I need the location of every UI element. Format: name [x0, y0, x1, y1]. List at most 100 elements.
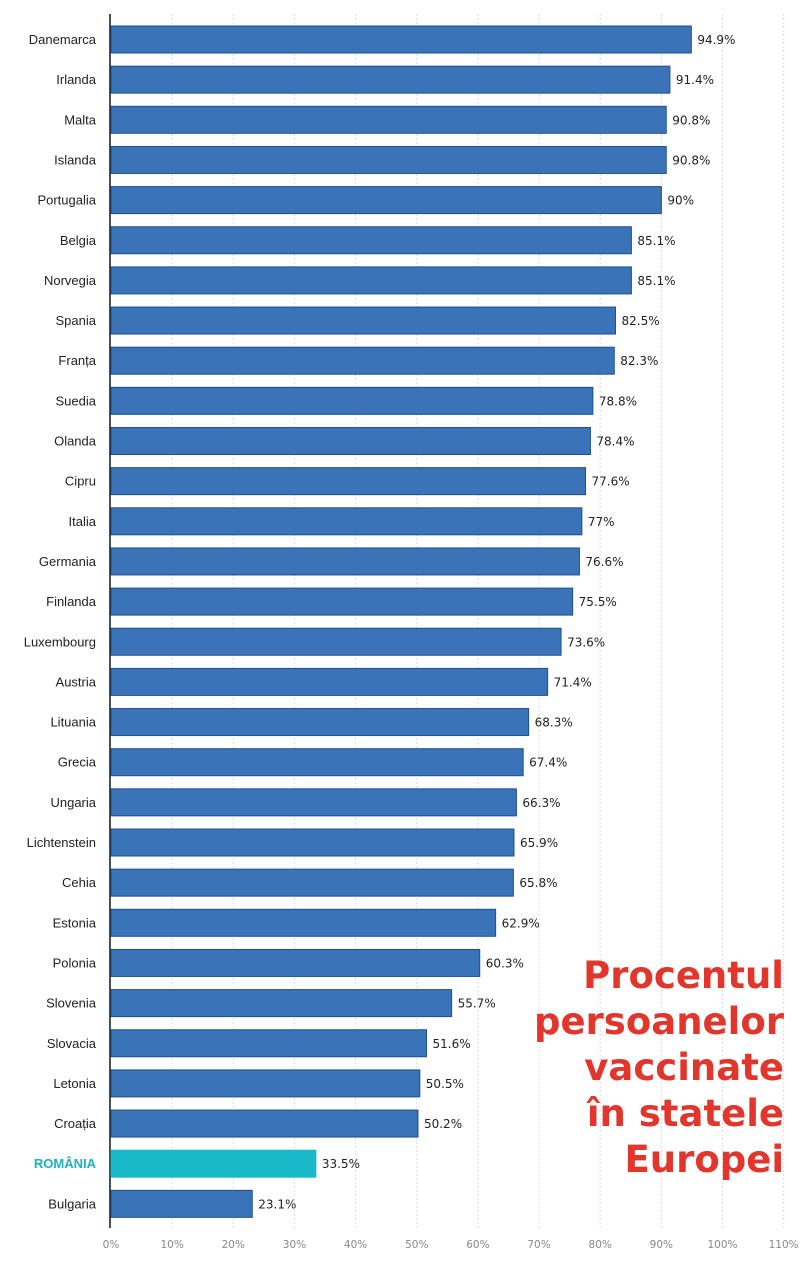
category-label: Austria — [56, 674, 97, 689]
category-label: Slovacia — [47, 1036, 97, 1051]
category-label: Belgia — [60, 233, 97, 248]
category-label: Cipru — [65, 474, 96, 489]
value-label: 77% — [588, 515, 615, 529]
value-label: 62.9% — [502, 916, 540, 930]
bar — [110, 186, 662, 215]
bar — [110, 467, 587, 496]
value-label: 76.6% — [585, 555, 623, 569]
x-tick-label: 110% — [769, 1239, 799, 1251]
category-label: Letonia — [53, 1076, 96, 1091]
bar — [110, 226, 632, 255]
category-label: Grecia — [58, 755, 97, 770]
value-label: 77.6% — [592, 475, 630, 489]
bar — [110, 266, 632, 295]
value-label: 82.5% — [621, 314, 659, 328]
value-label: 66.3% — [522, 796, 560, 810]
category-label: Franța — [58, 353, 96, 368]
value-label: 85.1% — [637, 274, 675, 288]
category-label: Finlanda — [46, 594, 97, 609]
category-label: Malta — [64, 112, 97, 127]
chart-headline: Procentul persoanelor vaccinate în state… — [524, 953, 784, 1183]
bar — [110, 908, 497, 937]
category-label: Suedia — [56, 393, 97, 408]
bar — [110, 587, 574, 616]
x-tick-label: 30% — [283, 1239, 306, 1251]
bar — [110, 788, 517, 817]
category-label: Italia — [69, 514, 97, 529]
x-tick-label: 60% — [466, 1239, 489, 1251]
headline-line: Procentul — [583, 954, 784, 997]
bar — [110, 667, 549, 696]
value-label: 82.3% — [620, 354, 658, 368]
category-label: Cehia — [62, 875, 97, 890]
value-label: 73.6% — [567, 635, 605, 649]
bar — [110, 868, 514, 897]
bar — [110, 65, 671, 94]
x-tick-label: 20% — [222, 1239, 245, 1251]
value-label: 50.2% — [424, 1117, 462, 1131]
value-label: 65.8% — [519, 876, 557, 890]
category-label: Polonia — [53, 955, 97, 970]
bar — [110, 748, 524, 777]
category-label: Ungaria — [50, 795, 96, 810]
x-tick-label: 70% — [527, 1239, 550, 1251]
category-label: ROMÂNIA — [34, 1156, 97, 1171]
value-label: 85.1% — [637, 234, 675, 248]
bar — [110, 346, 615, 375]
x-tick-label: 50% — [405, 1239, 428, 1251]
x-tick-label: 10% — [160, 1239, 183, 1251]
bar — [110, 1149, 317, 1178]
bar — [110, 145, 667, 174]
headline-line: în statele — [586, 1092, 784, 1135]
category-label: Norvegia — [44, 273, 97, 288]
value-label: 51.6% — [433, 1037, 471, 1051]
bar — [110, 1109, 419, 1138]
value-label: 60.3% — [486, 956, 524, 970]
headline-line: Europei — [624, 1138, 784, 1181]
value-label: 90.8% — [672, 153, 710, 167]
category-label: Irlanda — [56, 72, 97, 87]
bar — [110, 427, 591, 455]
value-label: 78.8% — [599, 394, 637, 408]
category-label: Germania — [39, 554, 97, 569]
value-label: 23.1% — [258, 1197, 296, 1211]
value-label: 90% — [667, 194, 694, 208]
value-label: 55.7% — [458, 997, 496, 1011]
x-tick-label: 40% — [344, 1239, 367, 1251]
bar — [110, 989, 453, 1018]
value-label: 75.5% — [579, 595, 617, 609]
category-label: Portugalia — [37, 193, 96, 208]
value-label: 67.4% — [529, 756, 567, 770]
x-tick-label: 0% — [103, 1239, 120, 1251]
category-label: Spania — [56, 313, 97, 328]
value-label: 68.3% — [535, 716, 573, 730]
bar — [110, 386, 594, 415]
value-label: 33.5% — [322, 1157, 360, 1171]
bar — [110, 627, 562, 656]
value-label: 65.9% — [520, 836, 558, 850]
bar — [110, 105, 667, 134]
category-label: Bulgaria — [48, 1196, 96, 1211]
value-label: 71.4% — [554, 675, 592, 689]
value-label: 78.4% — [596, 435, 634, 449]
bar — [110, 948, 481, 977]
category-label: Danemarca — [29, 32, 97, 47]
bar — [110, 547, 580, 576]
x-tick-label: 90% — [650, 1239, 673, 1251]
bar — [110, 828, 515, 857]
headline-line: persoanelor — [533, 1000, 784, 1043]
x-tick-label: 80% — [589, 1239, 612, 1251]
category-label: Luxembourg — [24, 634, 96, 649]
value-label: 90.8% — [672, 113, 710, 127]
bar — [110, 1069, 421, 1098]
bar — [110, 708, 530, 737]
bar — [110, 25, 692, 54]
category-label: Croația — [54, 1116, 97, 1131]
value-label: 91.4% — [676, 73, 714, 87]
headline-line: vaccinate — [584, 1046, 784, 1089]
category-label: Slovenia — [46, 996, 97, 1011]
value-label: 94.9% — [697, 33, 735, 47]
category-label: Olanda — [54, 434, 97, 449]
category-label: Lichtenstein — [27, 835, 96, 850]
value-label: 50.5% — [426, 1077, 464, 1091]
